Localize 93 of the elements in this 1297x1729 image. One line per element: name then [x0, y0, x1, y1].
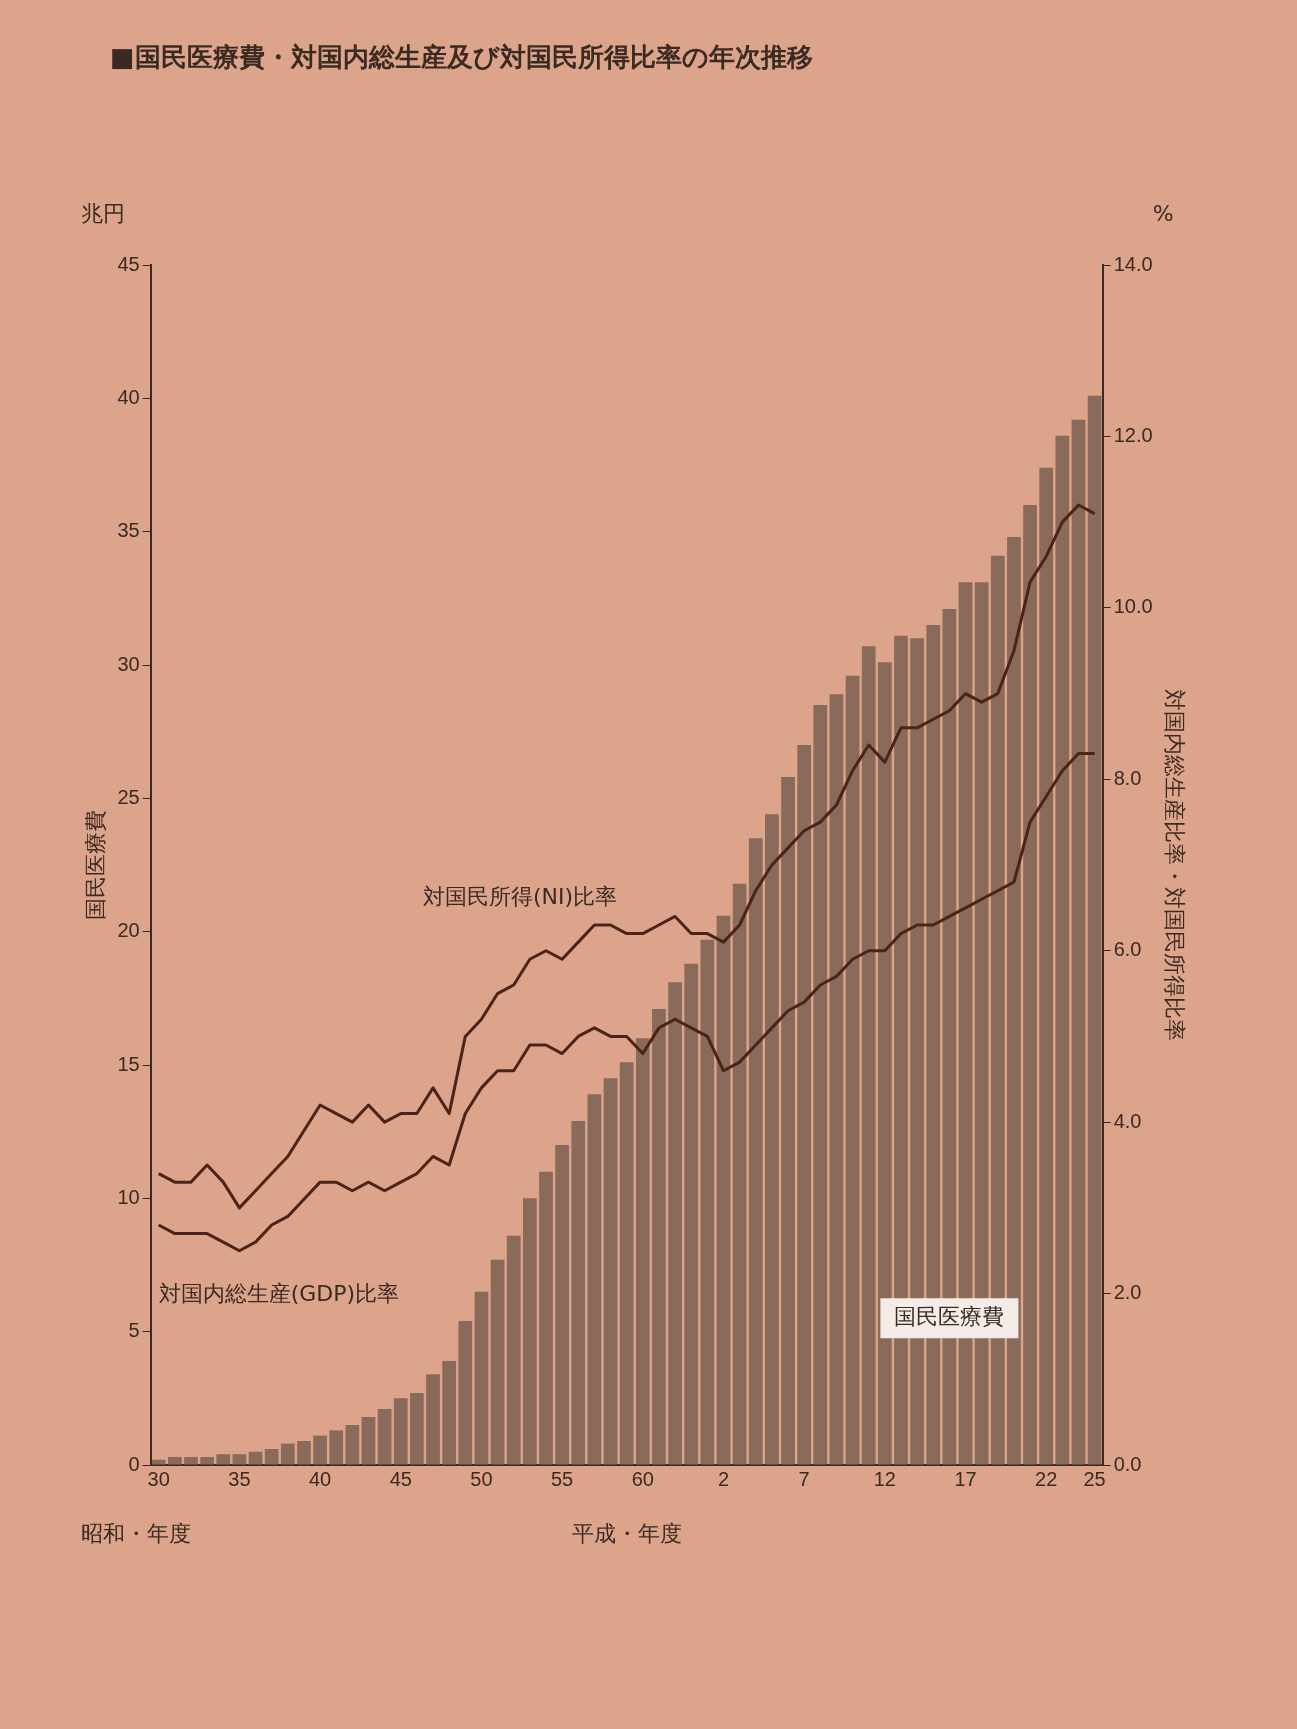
bar: [216, 1454, 231, 1465]
x-tick-label: 17: [954, 1467, 977, 1490]
x-tick-label: 25: [1083, 1467, 1106, 1490]
x-tick-label: 50: [470, 1467, 493, 1490]
series-label: 対国民所得(NI)比率: [423, 883, 618, 909]
chart-title: ■国民医療費・対国内総生産及び対国民所得比率の年次推移: [109, 41, 814, 74]
series-label: 国民医療費: [894, 1304, 1005, 1330]
y-tick-label: 0: [128, 1452, 140, 1475]
bar: [393, 1398, 408, 1465]
bar: [442, 1361, 457, 1465]
bar: [361, 1417, 376, 1465]
y-tick-label: 5: [128, 1319, 140, 1342]
x-tick-label: 55: [550, 1467, 574, 1490]
bar: [200, 1457, 214, 1465]
bar: [426, 1374, 440, 1465]
bar: [1007, 537, 1021, 1465]
bar: [652, 1009, 666, 1465]
y2-tick-label: 6.0: [1113, 938, 1142, 961]
x-tick-label: 45: [389, 1467, 412, 1490]
x-tick-label: 30: [147, 1467, 170, 1490]
bar: [861, 646, 876, 1465]
text: 兆円: [80, 200, 125, 226]
bar: [474, 1291, 489, 1465]
y-tick-label: 15: [117, 1052, 140, 1075]
bar: [619, 1062, 634, 1465]
bar: [264, 1449, 279, 1465]
bar: [797, 745, 812, 1465]
y2-tick-label: 8.0: [1113, 766, 1142, 789]
bar: [571, 1121, 586, 1465]
x-tick-label: 40: [308, 1467, 332, 1490]
bar: [458, 1321, 473, 1465]
y2-tick-label: 0.0: [1113, 1452, 1142, 1475]
y2-tick-label: 14.0: [1113, 252, 1153, 275]
bar: [716, 915, 731, 1465]
x-tick-label: 22: [1035, 1467, 1058, 1490]
bar: [829, 694, 844, 1465]
bar: [1055, 435, 1070, 1465]
bar: [490, 1259, 505, 1465]
bar: [506, 1235, 521, 1465]
bar: [1023, 505, 1037, 1465]
bar: [748, 838, 763, 1465]
text: 対国内総生産(GDP)比率: [158, 1280, 400, 1306]
y-tick-label: 45: [117, 252, 140, 275]
y2-tick-label: 10.0: [1113, 595, 1153, 618]
bar: [555, 1145, 569, 1465]
bar: [329, 1430, 344, 1465]
y-axis-title: 国民医療費: [83, 810, 109, 920]
x-tick-label: 60: [631, 1467, 654, 1490]
y2-tick-label: 12.0: [1113, 423, 1153, 446]
y2-axis-title: 対国内総生産比率・対国民所得比率: [1161, 689, 1187, 1041]
bar: [765, 814, 779, 1465]
bar: [877, 662, 892, 1465]
y-tick-label: 35: [117, 519, 140, 542]
bar: [248, 1451, 263, 1465]
y2-tick-label: 4.0: [1113, 1109, 1142, 1132]
bar: [684, 963, 699, 1465]
bar: [587, 1094, 602, 1465]
bar: [668, 982, 682, 1465]
text: 平成・年度: [571, 1520, 682, 1546]
bar: [539, 1171, 553, 1465]
y-tick-label: 40: [117, 385, 140, 408]
bar: [813, 705, 828, 1465]
bar: [1039, 467, 1054, 1465]
y2-tick-label: 2.0: [1113, 1281, 1142, 1304]
bar: [635, 1038, 650, 1465]
bar: [1071, 419, 1086, 1465]
x-tick-label: 7: [798, 1467, 810, 1490]
text: %: [1152, 200, 1174, 226]
bar: [603, 1078, 618, 1465]
bar: [845, 675, 860, 1465]
bar: [232, 1454, 247, 1465]
bar: [410, 1393, 424, 1465]
y-tick-label: 20: [117, 919, 140, 942]
bar: [732, 883, 747, 1465]
bar: [167, 1457, 182, 1465]
y-tick-label: 30: [117, 652, 140, 675]
bar: [345, 1425, 360, 1465]
x-tick-label: 12: [873, 1467, 896, 1490]
bar: [280, 1443, 295, 1465]
bar: [522, 1198, 537, 1465]
x-tick-label: 2: [717, 1467, 730, 1490]
bar: [377, 1409, 392, 1465]
y-tick-label: 25: [117, 785, 140, 808]
bar: [781, 777, 795, 1465]
y-tick-label: 10: [117, 1185, 140, 1208]
bar: [700, 939, 715, 1465]
bar: [151, 1459, 166, 1465]
bar: [1087, 395, 1102, 1465]
text: 昭和・年度: [80, 1520, 191, 1546]
bar: [313, 1435, 327, 1465]
bar: [184, 1457, 198, 1465]
bar: [297, 1441, 311, 1465]
x-tick-label: 35: [228, 1467, 251, 1490]
